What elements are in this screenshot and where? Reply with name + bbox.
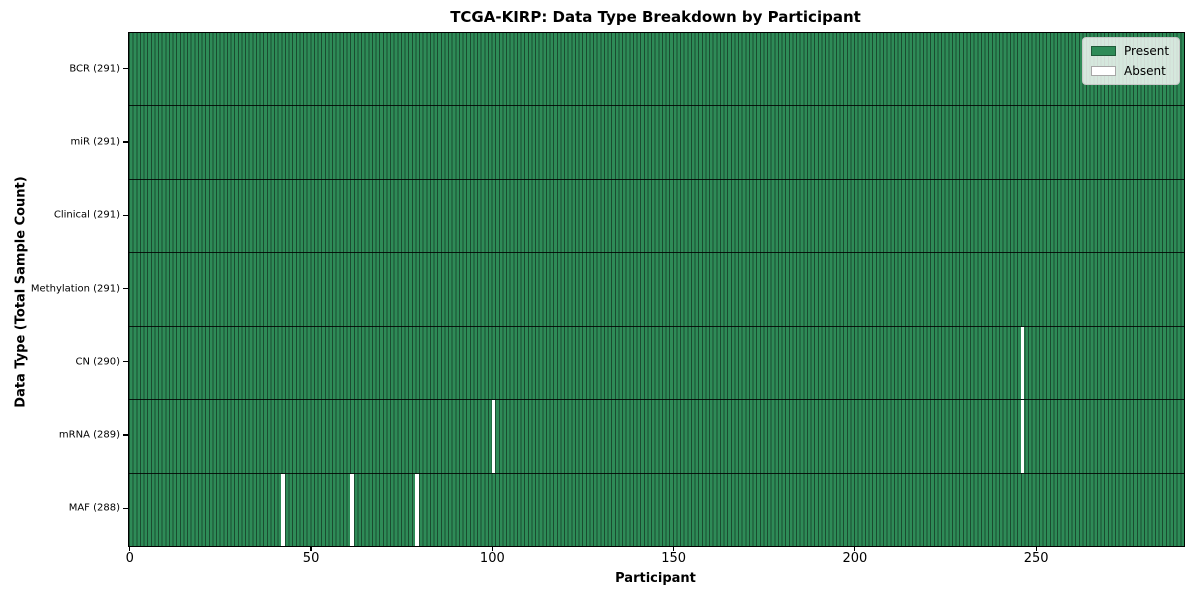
x-tick-label: 100 bbox=[479, 551, 505, 566]
x-tick-label: 250 bbox=[1023, 551, 1049, 566]
heatmap-row-Methylation bbox=[129, 253, 1184, 327]
y-tick-mark bbox=[123, 361, 128, 363]
y-tick-mark bbox=[123, 68, 128, 70]
x-tick-label: 200 bbox=[842, 551, 868, 566]
y-tick-mark bbox=[123, 434, 128, 436]
heatmap-row-CN bbox=[129, 326, 1184, 401]
legend: Present Absent bbox=[1082, 37, 1181, 85]
y-tick-label: BCR (291) bbox=[69, 63, 120, 75]
absent-marker bbox=[1020, 400, 1025, 473]
y-tick-mark bbox=[123, 214, 128, 216]
x-tick-mark bbox=[491, 546, 493, 552]
x-tick-label: 150 bbox=[661, 551, 687, 566]
chart-title: TCGA-KIRP: Data Type Breakdown by Partic… bbox=[450, 8, 861, 26]
heatmap-row-BCR bbox=[129, 33, 1184, 107]
x-tick-mark bbox=[129, 546, 131, 552]
x-tick-mark bbox=[1035, 546, 1037, 552]
x-tick-mark bbox=[854, 546, 856, 552]
absent-marker bbox=[1020, 326, 1025, 400]
plot-area bbox=[128, 32, 1185, 547]
y-tick-mark bbox=[123, 141, 128, 143]
legend-swatch-present bbox=[1091, 46, 1116, 56]
y-tick-label: mRNA (289) bbox=[58, 429, 120, 441]
legend-label: Present bbox=[1124, 44, 1170, 58]
y-tick-label: Methylation (291) bbox=[30, 283, 120, 294]
absent-marker bbox=[281, 473, 285, 546]
absent-marker bbox=[350, 473, 354, 546]
y-tick-label: miR (291) bbox=[70, 136, 120, 148]
legend-swatch-absent bbox=[1091, 66, 1116, 76]
legend-label: Absent bbox=[1124, 64, 1166, 78]
y-tick-label: MAF (288) bbox=[68, 502, 120, 514]
x-axis-label: Participant bbox=[615, 571, 696, 586]
y-tick-label: CN (290) bbox=[75, 356, 120, 368]
y-tick-mark bbox=[123, 287, 128, 290]
x-tick-mark bbox=[310, 546, 312, 552]
y-tick-label: Clinical (291) bbox=[53, 209, 120, 221]
heatmap-row-miR bbox=[129, 106, 1184, 180]
absent-marker bbox=[415, 473, 420, 546]
x-tick-label: 0 bbox=[125, 551, 134, 566]
y-tick-mark bbox=[123, 507, 128, 509]
legend-entry-absent: Absent bbox=[1091, 64, 1169, 78]
heatmap-row-mRNA bbox=[129, 400, 1184, 474]
absent-marker bbox=[491, 400, 496, 473]
heatmap-row-MAF bbox=[129, 473, 1184, 546]
heatmap-row-Clinical bbox=[129, 179, 1184, 254]
legend-entry-present: Present bbox=[1091, 44, 1169, 58]
x-tick-mark bbox=[673, 546, 675, 552]
x-tick-label: 50 bbox=[302, 551, 320, 566]
